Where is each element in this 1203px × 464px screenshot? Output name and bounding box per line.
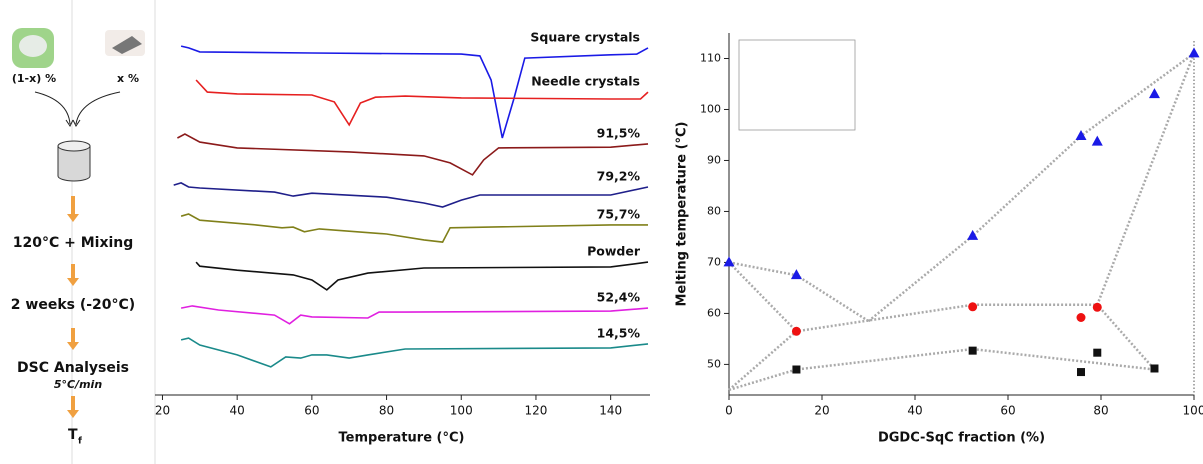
series-label: 91,5%	[597, 125, 641, 140]
rate-label: 5°C/min	[54, 378, 102, 391]
legend-box	[739, 40, 855, 130]
dsc-chart: 20 40 60 80 100 120 140 Temperature (°C) Square …	[155, 29, 650, 445]
vial	[58, 141, 90, 151]
arrow	[76, 92, 120, 124]
point	[1093, 349, 1101, 357]
step-label: DSC Analyseis	[17, 360, 129, 376]
dsc-curve	[181, 46, 648, 138]
y-tick-label: 90	[707, 153, 721, 166]
point	[1093, 303, 1102, 312]
x-tick-label: 0	[725, 404, 733, 418]
step-label: 120°C + Mixing	[13, 235, 134, 251]
x-tick-label: 120	[525, 404, 548, 418]
y-tick-label: 110	[700, 51, 721, 64]
dsc-curve	[177, 134, 648, 175]
x-tick-label: 80	[1093, 404, 1108, 418]
flow-diagram: (1-x) % x % 120°C + Mixing 2 weeks (-20°…	[11, 0, 155, 464]
point	[1077, 368, 1085, 376]
point	[724, 256, 735, 266]
dsc-curve	[181, 338, 648, 367]
dsc-curve	[181, 306, 648, 324]
point	[1189, 47, 1200, 57]
point	[792, 366, 800, 374]
dsc-curve	[174, 183, 648, 207]
dsc-curve	[196, 262, 648, 290]
guide-line	[729, 305, 1155, 390]
series-label: Powder	[587, 244, 641, 259]
x-tick-label: 80	[379, 404, 394, 418]
series-label: 75,7%	[597, 206, 641, 221]
phase-chart: 0 20 40 60 80 100 50 60 70 80 90 100 110 DGDC-SqC fra…	[675, 33, 1203, 446]
input-label: (1-x) %	[12, 72, 56, 85]
point	[1092, 136, 1103, 146]
point	[792, 327, 801, 336]
x-tick-label: 100	[1183, 404, 1203, 418]
series-label: Square crystals	[530, 29, 640, 44]
x-tick-label: 60	[1000, 404, 1015, 418]
arrow	[35, 92, 70, 124]
x-tick-label: 20	[155, 404, 170, 418]
point	[968, 302, 977, 311]
series-label: 52,4%	[597, 290, 641, 305]
x-tick-label: 40	[230, 404, 245, 418]
y-tick-label: 60	[707, 306, 721, 319]
series-label: 14,5%	[597, 325, 641, 340]
point	[1077, 313, 1086, 322]
x-tick-label: 20	[814, 404, 829, 418]
point	[1076, 130, 1087, 140]
guide-line	[729, 53, 1194, 390]
point	[1150, 364, 1158, 372]
input-label: x %	[117, 72, 139, 85]
x-tick-label: 100	[450, 404, 473, 418]
point	[969, 347, 977, 355]
y-tick-label: 100	[700, 102, 721, 115]
sample-image	[19, 35, 47, 57]
x-tick-label: 140	[599, 404, 622, 418]
y-axis-title: Melting temperature (°C)	[675, 122, 690, 307]
y-tick-label: 80	[707, 204, 721, 217]
result-symbol: T	[68, 427, 78, 443]
y-tick-label: 50	[707, 357, 721, 370]
x-tick-label: 60	[304, 404, 319, 418]
guide-line	[729, 262, 869, 321]
arrow-head	[66, 120, 80, 126]
point	[1149, 88, 1160, 98]
dsc-curve	[181, 214, 648, 242]
x-tick-label: 40	[907, 404, 922, 418]
y-tick-label: 70	[707, 255, 721, 268]
x-axis-title: Temperature (°C)	[339, 431, 465, 446]
figure: (1-x) % x % 120°C + Mixing 2 weeks (-20°…	[0, 0, 1203, 464]
guide-line	[869, 53, 1195, 321]
series-label: Needle crystals	[531, 74, 640, 89]
series-label: 79,2%	[597, 168, 641, 183]
x-axis-title: DGDC-SqC fraction (%)	[878, 431, 1045, 446]
result-subscript: f	[78, 437, 82, 447]
step-label: 2 weeks (-20°C)	[11, 297, 135, 313]
guide-line	[729, 262, 796, 331]
